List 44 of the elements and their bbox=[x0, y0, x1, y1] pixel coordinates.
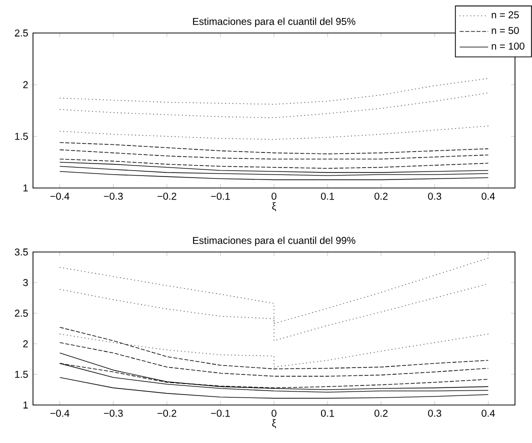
x-tick-label: 0.2 bbox=[374, 192, 388, 200]
chart-title: Estimaciones para el cuantil del 95% bbox=[193, 18, 356, 27]
y-tick-label: 1.5 bbox=[15, 370, 28, 378]
x-tick-label: 0.2 bbox=[374, 410, 388, 417]
x-tick-label: 0 bbox=[272, 192, 276, 200]
line-series bbox=[59, 158, 489, 169]
x-axis-title: ξ bbox=[272, 419, 276, 428]
y-tick-label: 1 bbox=[23, 402, 28, 408]
line-series bbox=[59, 352, 489, 390]
x-tick-label: −0.4 bbox=[50, 410, 70, 417]
chart-title: Estimaciones para el cuantil del 99% bbox=[193, 236, 356, 246]
legend-label: n = 100 bbox=[492, 42, 524, 50]
line-series bbox=[59, 92, 489, 118]
line-series bbox=[59, 326, 489, 370]
x-tick-label: 0.4 bbox=[482, 410, 495, 417]
x-tick-label: −0.3 bbox=[104, 410, 123, 417]
y-tick-label: 3 bbox=[23, 279, 28, 286]
y-tick-label: 2 bbox=[23, 340, 28, 348]
x-tick-label: −0.4 bbox=[50, 192, 70, 200]
x-tick-label: 0.3 bbox=[428, 410, 442, 417]
line-series bbox=[59, 162, 489, 173]
y-tick-label: 2 bbox=[23, 81, 28, 88]
x-tick-label: 0 bbox=[272, 410, 276, 417]
x-tick-label: −0.3 bbox=[104, 192, 123, 200]
x-tick-label: 0.1 bbox=[320, 192, 334, 200]
y-tick-label: 3.5 bbox=[14, 248, 28, 256]
legend-label: n = 25 bbox=[492, 11, 519, 18]
x-tick-label: −0.1 bbox=[211, 410, 230, 417]
x-tick-label: 0.1 bbox=[320, 410, 334, 417]
x-tick-label: −0.2 bbox=[158, 410, 176, 417]
line-series bbox=[59, 377, 489, 399]
line-series bbox=[59, 342, 489, 377]
line-series bbox=[59, 166, 489, 176]
y-tick-label: 1 bbox=[23, 184, 28, 192]
x-tick-label: 0.3 bbox=[428, 192, 442, 200]
line-series bbox=[59, 78, 489, 105]
x-tick-label: −0.2 bbox=[158, 192, 176, 200]
x-tick-label: 0.4 bbox=[482, 192, 495, 200]
x-axis-title: ξ bbox=[272, 202, 276, 212]
y-tick-label: 2.5 bbox=[14, 29, 28, 37]
y-tick-label: 1.5 bbox=[15, 132, 28, 140]
text: n = 50 bbox=[492, 26, 519, 34]
x-tick-label: −0.1 bbox=[211, 192, 230, 200]
y-tick-label: 2.5 bbox=[14, 310, 28, 317]
